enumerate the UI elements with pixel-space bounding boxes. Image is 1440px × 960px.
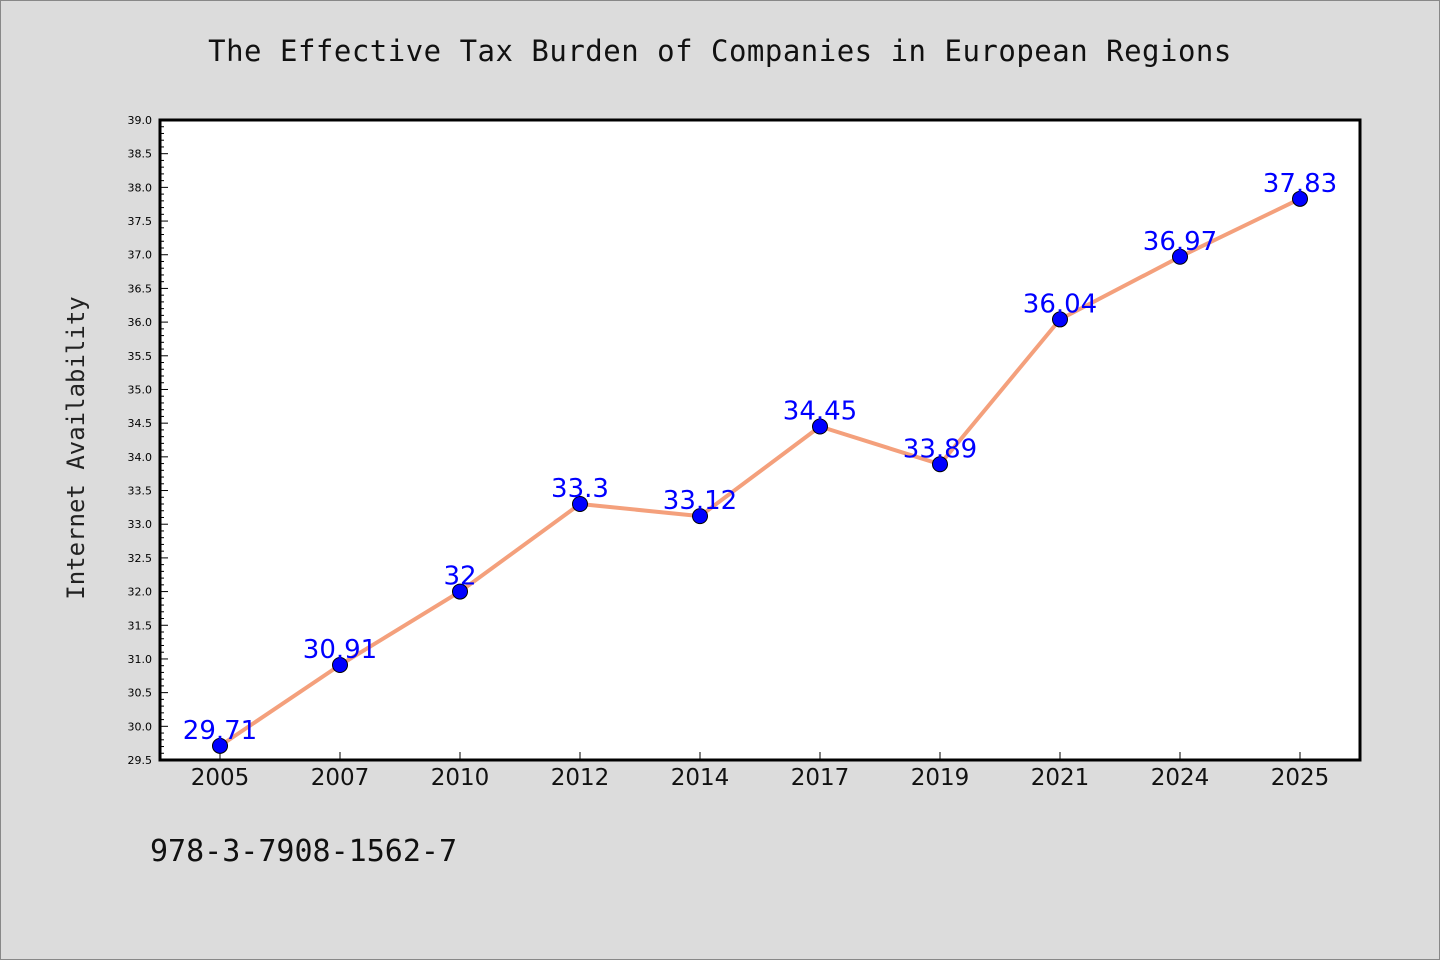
chart-title: The Effective Tax Burden of Companies in… bbox=[208, 34, 1232, 68]
x-tick-label: 2025 bbox=[1271, 765, 1330, 791]
y-tick-label: 32.5 bbox=[128, 552, 153, 565]
data-label: 36.04 bbox=[1023, 289, 1097, 319]
y-tick-label: 30.5 bbox=[128, 687, 153, 700]
y-tick-label: 38.0 bbox=[128, 181, 153, 194]
y-tick-label: 33.5 bbox=[128, 485, 153, 498]
x-tick-label: 2019 bbox=[911, 765, 970, 791]
data-point bbox=[812, 418, 828, 435]
y-tick-label: 39.0 bbox=[128, 114, 153, 127]
x-tick-label: 2007 bbox=[311, 765, 370, 791]
data-point bbox=[692, 508, 708, 525]
y-axis-ticks: 29.5 30.0 30.5 31.0 31.5 32.0 32.5 33.0 33.5 34.0… bbox=[128, 114, 168, 767]
data-label: 33.12 bbox=[663, 486, 737, 516]
data-point bbox=[332, 657, 348, 674]
data-point bbox=[452, 583, 468, 600]
x-tick-label: 2005 bbox=[191, 765, 250, 791]
y-tick-label: 32.0 bbox=[128, 586, 153, 599]
data-point bbox=[572, 496, 588, 512]
y-tick-label: 33.0 bbox=[128, 518, 153, 531]
data-label: 37.83 bbox=[1263, 169, 1337, 199]
data-label: 36.97 bbox=[1143, 227, 1217, 257]
y-tick-label: 36.5 bbox=[128, 282, 153, 295]
data-point bbox=[212, 737, 228, 754]
data-label: 32 bbox=[443, 562, 476, 592]
data-point bbox=[932, 456, 948, 473]
x-tick-label: 2021 bbox=[1031, 765, 1090, 791]
y-tick-label: 30.0 bbox=[128, 720, 153, 733]
y-tick-label: 31.0 bbox=[128, 653, 153, 666]
x-tick-label: 2014 bbox=[671, 765, 730, 791]
x-tick-label: 2012 bbox=[551, 765, 610, 791]
data-point bbox=[1172, 248, 1188, 265]
data-label: 30.91 bbox=[303, 635, 377, 665]
y-tick-label: 35.5 bbox=[128, 350, 153, 363]
series-polyline bbox=[218, 197, 1301, 748]
x-tick-label: 2010 bbox=[431, 765, 490, 791]
data-label: 33.3 bbox=[551, 474, 609, 504]
y-tick-label: 36.0 bbox=[128, 316, 153, 329]
data-point bbox=[1292, 190, 1308, 207]
y-tick-label: 31.5 bbox=[128, 619, 153, 632]
x-tick-label: 2024 bbox=[1151, 765, 1210, 791]
data-point bbox=[1052, 311, 1068, 328]
y-tick-label: 38.5 bbox=[128, 148, 153, 161]
x-tick-label: 2017 bbox=[791, 765, 850, 791]
y-tick-label: 29.5 bbox=[128, 754, 153, 767]
data-labels: 29.71 30.91 32 33.3 33.12 34.45 33.89 36.04 36.9… bbox=[183, 169, 1337, 746]
y-tick-label: 37.0 bbox=[128, 249, 153, 262]
data-label: 33.89 bbox=[903, 434, 977, 464]
isbn-code: 978-3-7908-1562-7 bbox=[150, 834, 458, 869]
y-tick-label: 34.5 bbox=[128, 417, 153, 430]
y-tick-label: 34.0 bbox=[128, 451, 153, 464]
y-tick-label: 37.5 bbox=[128, 215, 153, 228]
y-tick-label: 35.0 bbox=[128, 383, 153, 396]
data-label: 29.71 bbox=[183, 716, 257, 746]
series-line bbox=[218, 197, 1301, 748]
data-label: 34.45 bbox=[783, 397, 857, 427]
series-points bbox=[212, 190, 1308, 754]
x-axis-ticks: 2005 2007 2010 2012 2014 2017 2019 2021 2024 2025 bbox=[191, 752, 1330, 791]
